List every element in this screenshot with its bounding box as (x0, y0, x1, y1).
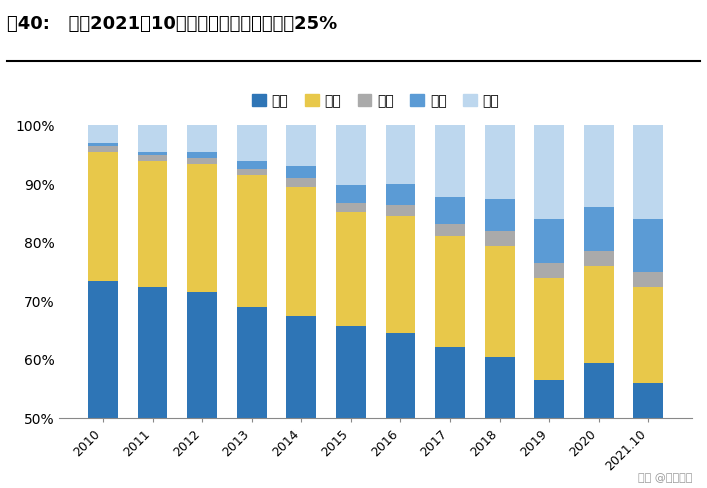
Bar (385, 184, 415, 204)
Bar (237, 175, 267, 307)
Bar (385, 125, 415, 184)
Bar (237, 169, 267, 175)
Bar (286, 125, 316, 166)
Text: 图40:   截至2021年10月风光装机规模占比已超25%: 图40: 截至2021年10月风光装机规模占比已超25% (7, 15, 337, 33)
Bar (286, 316, 316, 418)
Bar (584, 266, 614, 363)
Bar (584, 251, 614, 266)
Bar (485, 199, 515, 231)
Bar (336, 211, 366, 326)
Bar (436, 198, 465, 224)
Bar (534, 219, 564, 263)
Bar (385, 216, 415, 333)
Bar (534, 278, 564, 380)
Bar (436, 236, 465, 347)
Bar (88, 143, 118, 146)
Bar (584, 125, 614, 207)
Bar (88, 146, 118, 152)
Bar (286, 187, 316, 316)
Bar (187, 152, 217, 158)
Bar (237, 307, 267, 418)
Bar (485, 357, 515, 418)
Bar (485, 231, 515, 245)
Bar (436, 347, 465, 418)
Bar (187, 158, 217, 163)
Bar (286, 166, 316, 178)
Bar (584, 363, 614, 418)
Bar (584, 207, 614, 251)
Bar (485, 245, 515, 357)
Bar (88, 281, 118, 418)
Bar (138, 286, 168, 418)
Bar (187, 163, 217, 292)
Bar (633, 219, 663, 272)
Bar (187, 125, 217, 152)
Bar (633, 286, 663, 383)
Bar (336, 326, 366, 418)
Bar (88, 152, 118, 281)
Bar (534, 125, 564, 219)
Bar (336, 125, 366, 185)
Bar (237, 125, 267, 161)
Bar (336, 203, 366, 211)
Bar (534, 380, 564, 418)
Bar (385, 333, 415, 418)
Bar (187, 292, 217, 418)
Legend: 火电, 水电, 核电, 光伏, 风电: 火电, 水电, 核电, 光伏, 风电 (246, 88, 505, 114)
Bar (138, 125, 168, 152)
Bar (633, 383, 663, 418)
Text: 头条 @未来智库: 头条 @未来智库 (638, 473, 693, 483)
Bar (385, 204, 415, 216)
Bar (633, 272, 663, 286)
Bar (485, 125, 515, 199)
Bar (534, 263, 564, 278)
Bar (336, 185, 366, 203)
Bar (237, 161, 267, 169)
Bar (436, 224, 465, 236)
Bar (286, 178, 316, 187)
Bar (138, 155, 168, 161)
Bar (436, 125, 465, 198)
Bar (88, 125, 118, 143)
Bar (138, 152, 168, 155)
Bar (138, 161, 168, 286)
Bar (633, 125, 663, 219)
